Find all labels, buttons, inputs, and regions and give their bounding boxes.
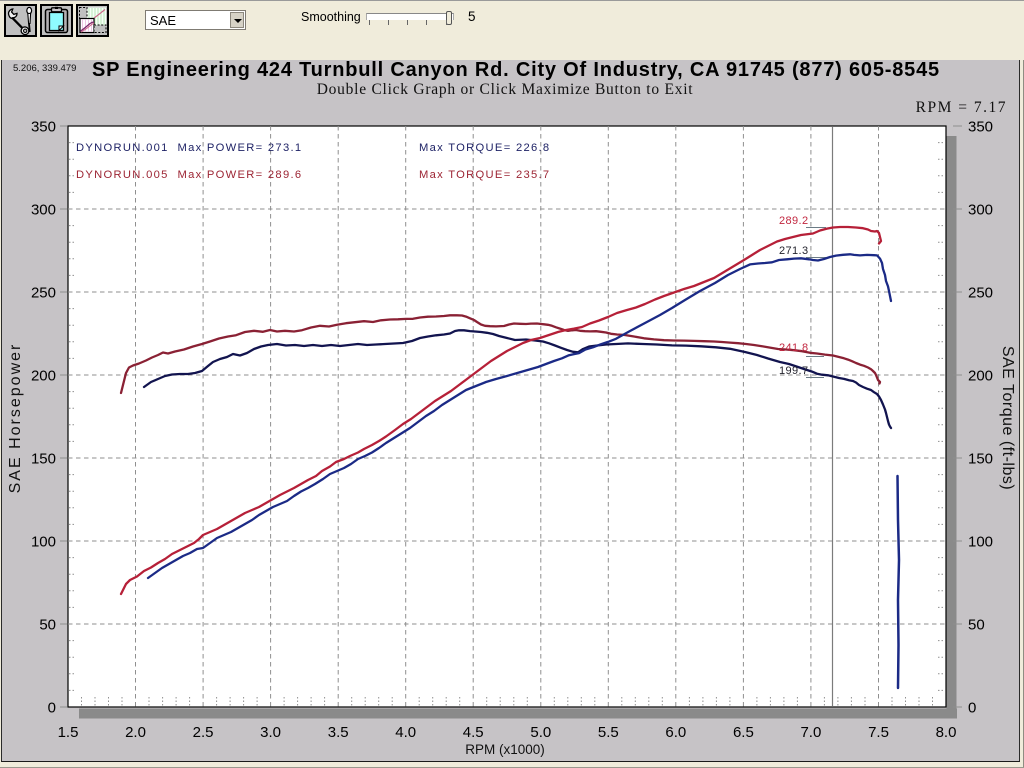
svg-text:7.5: 7.5 [868, 724, 889, 741]
svg-text:200: 200 [968, 368, 993, 385]
svg-text:4.5: 4.5 [463, 724, 484, 741]
svg-text:300: 300 [968, 202, 993, 219]
svg-text:271.3: 271.3 [779, 245, 809, 257]
svg-text:241.8: 241.8 [779, 342, 809, 354]
svg-text:6.5: 6.5 [733, 724, 754, 741]
svg-text:300: 300 [31, 202, 56, 219]
svg-text:7.0: 7.0 [800, 724, 821, 741]
svg-text:0: 0 [48, 700, 56, 717]
svg-text:289.2: 289.2 [779, 215, 809, 227]
svg-text:199.7: 199.7 [779, 365, 809, 377]
svg-text:3.5: 3.5 [328, 724, 349, 741]
svg-text:0: 0 [968, 700, 976, 717]
svg-text:350: 350 [31, 119, 56, 136]
svg-text:350: 350 [968, 119, 993, 136]
svg-text:100: 100 [968, 534, 993, 551]
svg-text:5.0: 5.0 [530, 724, 551, 741]
svg-text:5.5: 5.5 [598, 724, 619, 741]
svg-text:200: 200 [31, 368, 56, 385]
svg-text:8.0: 8.0 [936, 724, 957, 741]
svg-text:2.5: 2.5 [193, 724, 214, 741]
svg-text:4.0: 4.0 [395, 724, 416, 741]
svg-text:50: 50 [39, 617, 56, 634]
svg-text:250: 250 [968, 285, 993, 302]
svg-text:50: 50 [968, 617, 985, 634]
svg-text:150: 150 [968, 451, 993, 468]
svg-text:2.0: 2.0 [125, 724, 146, 741]
svg-text:3.0: 3.0 [260, 724, 281, 741]
svg-text:1.5: 1.5 [58, 724, 79, 741]
svg-text:6.0: 6.0 [665, 724, 686, 741]
svg-text:100: 100 [31, 534, 56, 551]
svg-text:250: 250 [31, 285, 56, 302]
svg-text:150: 150 [31, 451, 56, 468]
